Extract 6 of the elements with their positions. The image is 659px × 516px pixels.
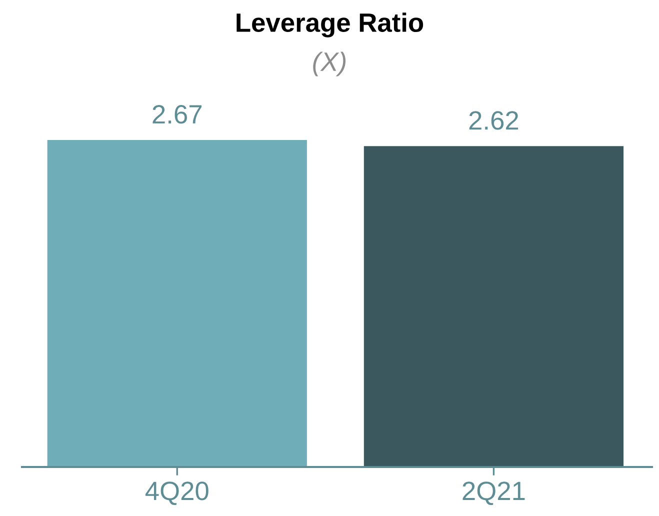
data-label: 2.67 xyxy=(152,104,202,124)
x-tick-label: 4Q20 xyxy=(145,482,208,505)
chart-title: Leverage Ratio xyxy=(236,12,424,38)
data-label: 2.62 xyxy=(469,111,518,130)
x-tick-label: 2Q21 xyxy=(462,482,525,505)
chart-subtitle: (X) xyxy=(313,52,346,76)
